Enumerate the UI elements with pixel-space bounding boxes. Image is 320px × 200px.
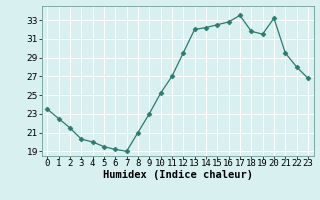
X-axis label: Humidex (Indice chaleur): Humidex (Indice chaleur) [103,170,252,180]
